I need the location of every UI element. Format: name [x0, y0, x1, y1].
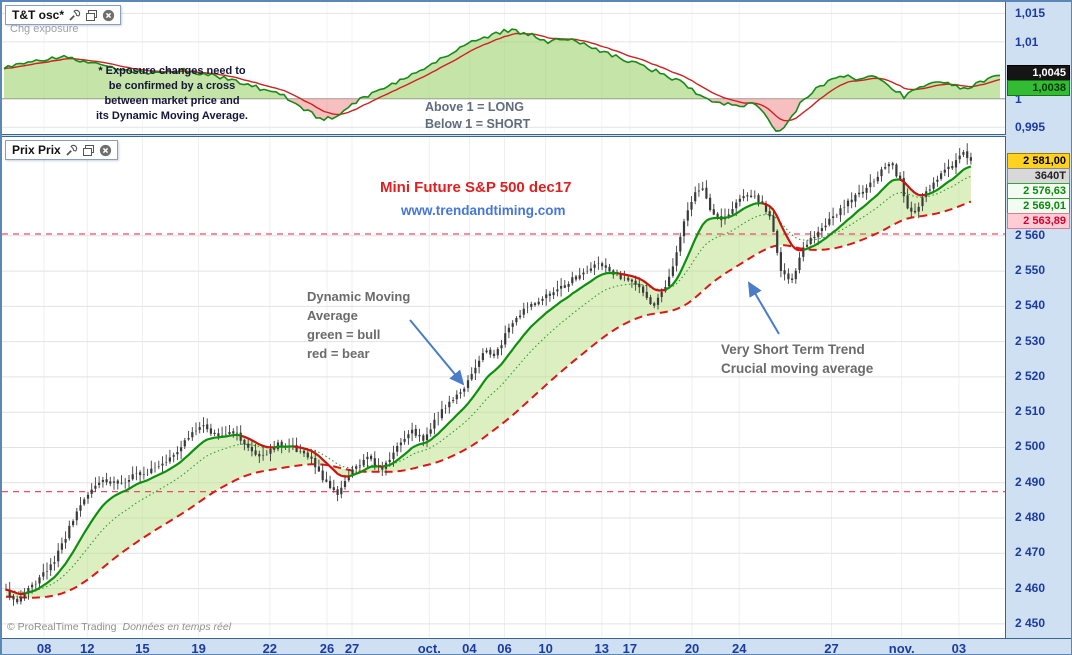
- dma-annotation: Dynamic Moving Average green = bull red …: [307, 287, 410, 363]
- last-value-badge: 2 563,89: [1007, 213, 1070, 230]
- value-tick: 2 470: [1015, 545, 1046, 560]
- wrench-icon[interactable]: [65, 144, 78, 157]
- oscillator-titlebar[interactable]: T&T osc*: [5, 5, 122, 25]
- time-tick: 27: [344, 641, 360, 655]
- trend-annotation: Very Short Term Trend Crucial moving ave…: [721, 340, 873, 378]
- last-value-badge: 2 569,01: [1007, 197, 1070, 214]
- time-tick: 24: [731, 641, 747, 655]
- trend-annotation-line: Very Short Term Trend: [721, 342, 865, 357]
- price-titlebar[interactable]: Prix Prix: [5, 140, 118, 160]
- last-value-badge: 1,0045: [1007, 65, 1070, 82]
- close-icon[interactable]: [99, 144, 112, 157]
- price-panel[interactable]: Mini Future S&P 500 dec17 www.trendandti…: [2, 136, 1006, 639]
- dma-annotation-line: Average: [307, 308, 358, 323]
- time-tick: 19: [191, 641, 206, 655]
- time-tick: 15: [135, 641, 150, 655]
- value-tick: 1,015: [1015, 6, 1046, 21]
- time-tick: 08: [36, 641, 52, 655]
- time-tick: 12: [80, 641, 95, 655]
- long-short-legend: Above 1 = LONG Below 1 = SHORT: [425, 99, 530, 133]
- value-tick: 0,995: [1015, 120, 1046, 135]
- time-tick: nov.: [888, 641, 915, 655]
- value-tick: 1: [1015, 91, 1022, 106]
- trend-annotation-line: Crucial moving average: [721, 361, 874, 376]
- short-rule: Below 1 = SHORT: [425, 117, 531, 131]
- time-tick: 13: [594, 641, 610, 655]
- last-value-badge: 2 576,63: [1007, 182, 1070, 199]
- time-tick: 04: [462, 641, 477, 655]
- time-tick: 27: [824, 641, 839, 655]
- dma-annotation-line: Dynamic Moving: [307, 289, 411, 304]
- value-tick: 2 450: [1015, 615, 1046, 630]
- price-panel-title: Prix Prix: [12, 143, 61, 157]
- windows-icon[interactable]: [82, 144, 95, 157]
- time-tick: 17: [622, 641, 638, 655]
- time-tick: 20: [684, 641, 700, 655]
- exposure-note-line: its Dynamic Moving Average.: [95, 110, 248, 122]
- time-tick: oct.: [417, 641, 441, 655]
- long-rule: Above 1 = LONG: [425, 100, 524, 114]
- time-tick: 03: [951, 641, 967, 655]
- price-chart-canvas[interactable]: [2, 137, 1005, 638]
- value-tick: 2 460: [1015, 580, 1046, 595]
- instrument-title: Mini Future S&P 500 dec17: [380, 179, 572, 196]
- oscillator-chart-canvas[interactable]: [2, 2, 1005, 133]
- last-value-badge: 3640T: [1007, 167, 1070, 184]
- value-tick: 2 560: [1015, 227, 1046, 242]
- value-tick: 2 540: [1015, 298, 1046, 313]
- value-tick: 1,01: [1015, 34, 1039, 49]
- exposure-note-line: between market price and: [104, 95, 240, 107]
- time-axis[interactable]: 08 12 15 19 22 26 27 oct. 04 06 10 13 17 20 24 27 nov. 03: [2, 638, 1071, 655]
- copyright-text: © ProRealTime Trading: [7, 621, 117, 633]
- realtime-note: Données en temps réel: [122, 621, 232, 633]
- value-tick: 2 500: [1015, 439, 1046, 454]
- dma-annotation-line: green = bull: [307, 327, 381, 342]
- copyright: © ProRealTime Trading Données en temps ré…: [7, 621, 231, 633]
- time-tick: 06: [497, 641, 512, 655]
- value-tick: 2 520: [1015, 368, 1046, 383]
- oscillator-panel[interactable]: Chg exposure * Exposure changes need to …: [2, 2, 1006, 135]
- value-axis[interactable]: 1,015 1,01 1 0,995 2 560 2 550 2 540 2 530 2 520…: [1006, 2, 1071, 638]
- value-tick: 2 550: [1015, 263, 1046, 278]
- exposure-note-line: be confirmed by a cross: [108, 80, 236, 92]
- website-link[interactable]: www.trendandtiming.com: [401, 203, 566, 218]
- wrench-icon[interactable]: [68, 9, 81, 22]
- windows-icon[interactable]: [85, 9, 98, 22]
- exposure-note-line: * Exposure changes need to: [98, 65, 246, 77]
- indicator-label: Chg exposure: [10, 23, 79, 35]
- value-tick: 2 530: [1015, 333, 1046, 348]
- value-tick: 2 510: [1015, 404, 1046, 419]
- time-tick: 22: [262, 641, 278, 655]
- close-icon[interactable]: [102, 9, 115, 22]
- value-tick: 2 480: [1015, 510, 1046, 525]
- time-tick: 26: [319, 641, 335, 655]
- dma-annotation-line: red = bear: [307, 346, 370, 361]
- last-value-badge: 1,0038: [1007, 80, 1070, 97]
- oscillator-title: T&T osc*: [12, 8, 65, 22]
- value-tick: 2 490: [1015, 474, 1046, 489]
- last-value-badge: 2 581,00: [1007, 152, 1070, 169]
- exposure-note: * Exposure changes need to be confirmed …: [72, 64, 272, 124]
- time-tick: 10: [538, 641, 553, 655]
